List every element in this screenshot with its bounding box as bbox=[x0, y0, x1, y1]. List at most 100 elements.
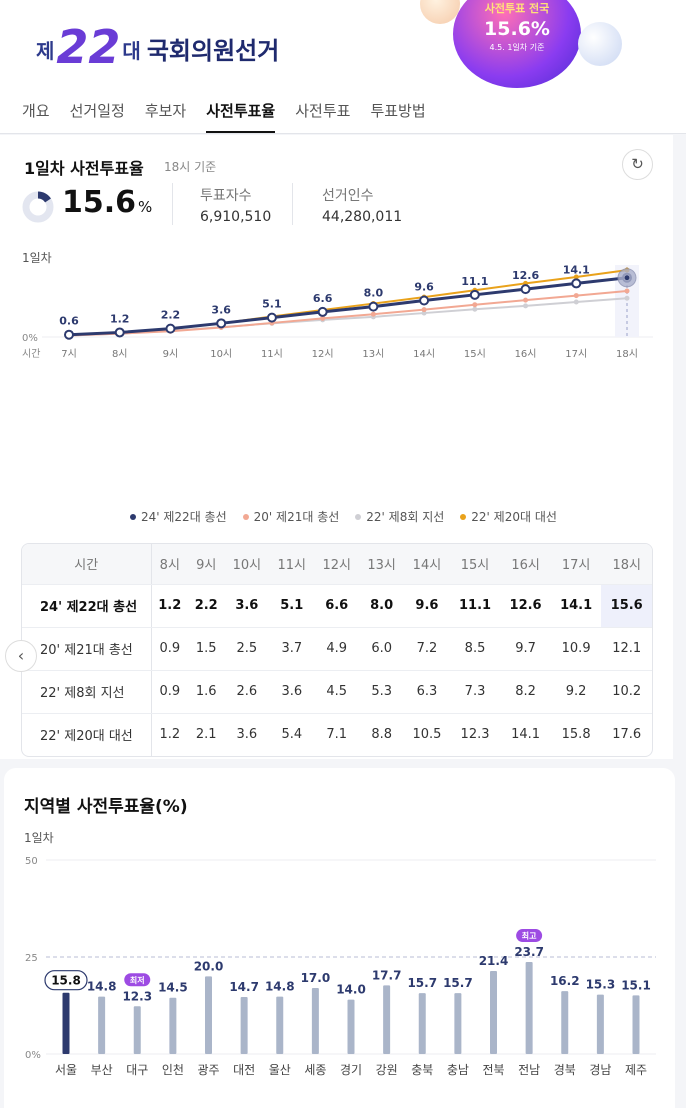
decor-orb bbox=[578, 22, 622, 66]
x-axis-label: 시간 bbox=[22, 348, 40, 360]
table-cell: 12.1 bbox=[601, 627, 652, 671]
section-title: 1일차 사전투표율 bbox=[24, 159, 144, 178]
tab-early-voting[interactable]: 사전투표 bbox=[295, 102, 351, 120]
bar bbox=[133, 1006, 141, 1054]
x-tick-label: 9시 bbox=[163, 348, 179, 360]
table-cell: 10.9 bbox=[550, 627, 602, 671]
series-point bbox=[368, 301, 379, 312]
x-tick-label: 11시 bbox=[261, 348, 283, 360]
table-cell: 6.3 bbox=[404, 670, 450, 714]
x-tick-label: 13시 bbox=[362, 348, 384, 360]
x-tick-label: 17시 bbox=[565, 348, 587, 360]
table-cell: 4.5 bbox=[314, 670, 360, 714]
x-tick-label: 충북 bbox=[411, 1063, 433, 1077]
turnout-number: 15.6 bbox=[62, 185, 137, 220]
data-label: 20.0 bbox=[194, 959, 224, 973]
table-cell: 9.2 bbox=[550, 670, 602, 714]
table-header-cell: 17시 bbox=[550, 544, 602, 585]
table-cell: 5.3 bbox=[359, 670, 405, 714]
highlight-label-box bbox=[44, 970, 88, 991]
table-cell: 1.2 bbox=[159, 727, 181, 743]
data-label: 11.1 bbox=[461, 275, 488, 288]
legend-item: 20' 제21대 총선 bbox=[242, 508, 339, 525]
table-cell: 6.0 bbox=[359, 627, 405, 671]
table-cell: 5.1 bbox=[269, 584, 315, 628]
tab-schedule[interactable]: 선거일정 bbox=[69, 102, 125, 120]
x-tick-label: 대전 bbox=[233, 1063, 255, 1077]
data-label: 6.6 bbox=[313, 292, 333, 305]
tab-turnout[interactable]: 사전투표율 bbox=[206, 100, 276, 133]
bar bbox=[240, 996, 248, 1054]
x-tick-label: 경기 bbox=[340, 1063, 362, 1077]
series-point bbox=[573, 274, 579, 280]
table-row: 24' 제22대 총선 1.2 2.2 3.6 5.1 6.6 8.0 9.6 11.1 12.6… bbox=[22, 584, 652, 628]
x-tick-label: 서울 bbox=[55, 1063, 77, 1077]
table-cell: 3.6 bbox=[236, 727, 258, 743]
x-tick-label: 16시 bbox=[515, 348, 537, 360]
legend-item: 22' 제20대 대선 bbox=[460, 508, 557, 525]
election-logo[interactable]: 제 22 대 국회의원선거 bbox=[36, 18, 279, 70]
table-cell: 3.6 bbox=[269, 670, 315, 714]
turnout-donut bbox=[22, 191, 54, 223]
legend-dot bbox=[130, 513, 136, 520]
table-header-cell: 12시 bbox=[314, 544, 360, 585]
bar bbox=[418, 993, 426, 1054]
electors-label: 선거인수 bbox=[322, 188, 374, 204]
table-cell: 4.9 bbox=[314, 627, 360, 671]
y-tick-label: 0% bbox=[22, 333, 38, 344]
row-label: 24' 제22대 총선 bbox=[22, 584, 152, 628]
regional-title: 지역별 사전투표율(%) bbox=[24, 797, 188, 817]
series-point bbox=[317, 306, 328, 317]
section-subtitle: 18시 기준 bbox=[164, 160, 217, 174]
table-cell: 12.3 bbox=[460, 727, 490, 743]
table-cell: 15.6 bbox=[601, 584, 652, 628]
data-label: 16.2 bbox=[550, 974, 580, 988]
data-label: 17.7 bbox=[372, 968, 402, 982]
table-cell: 7.1 bbox=[326, 727, 348, 743]
table-header-cell: 13시 bbox=[359, 544, 405, 585]
table-cell: 7.2 bbox=[404, 627, 450, 671]
table-header-cell: 8시 bbox=[151, 544, 189, 585]
series-point bbox=[523, 303, 529, 309]
data-label: 15.3 bbox=[586, 978, 616, 992]
table-header-cell: 10시 bbox=[224, 544, 270, 585]
legend-label: 22' 제8회 지선 bbox=[366, 510, 445, 524]
table-cell: 10.5 bbox=[412, 727, 442, 743]
series-point bbox=[419, 295, 430, 306]
electors-value: 44,280,011 bbox=[322, 209, 403, 225]
header: 제 22 대 국회의원선거 사전투표 전국 15.6% 4.5. 1일차 기준 … bbox=[0, 0, 686, 134]
x-tick-label: 강원 bbox=[376, 1063, 398, 1077]
tab-overview[interactable]: 개요 bbox=[22, 102, 50, 120]
series-point bbox=[469, 289, 480, 300]
x-tick-label: 15시 bbox=[464, 348, 486, 360]
table-cell: 2.6 bbox=[224, 670, 270, 714]
table-cell: 5.4 bbox=[281, 727, 303, 743]
data-label: 14.8 bbox=[87, 980, 117, 994]
table-cell: 7.3 bbox=[449, 670, 501, 714]
series-point bbox=[266, 312, 277, 323]
data-label: 23.7 bbox=[514, 945, 544, 959]
tab-how-to-vote[interactable]: 투표방법 bbox=[370, 102, 426, 120]
chevron-left-icon[interactable]: ‹ bbox=[5, 640, 37, 672]
turnout-value: 15.6% bbox=[62, 185, 152, 220]
table-cell: 9.7 bbox=[500, 627, 551, 671]
table-cell: 14.1 bbox=[550, 584, 602, 628]
table-header-cell: 11시 bbox=[269, 544, 315, 585]
data-label: 21.4 bbox=[479, 954, 509, 968]
bar bbox=[454, 993, 462, 1054]
voters-label: 투표자수 bbox=[200, 188, 252, 204]
refresh-icon[interactable]: ↻ bbox=[622, 149, 653, 180]
badge-value: 15.6% bbox=[484, 18, 550, 40]
data-label: 14.5 bbox=[158, 981, 188, 995]
logo-title: 국회의원선거 bbox=[146, 37, 280, 65]
legend-label: 22' 제20대 대선 bbox=[471, 510, 557, 524]
tab-candidates[interactable]: 후보자 bbox=[144, 102, 187, 120]
series-line bbox=[68, 290, 628, 337]
bar bbox=[276, 996, 284, 1054]
badge-label: 사전투표 전국 bbox=[484, 2, 550, 15]
series-point bbox=[523, 297, 529, 303]
x-tick-label: 부산 bbox=[91, 1063, 113, 1077]
table-header-cell: 9시 bbox=[188, 544, 225, 585]
regional-day-label: 1일차 bbox=[24, 831, 54, 845]
voters-value: 6,910,510 bbox=[200, 209, 272, 225]
